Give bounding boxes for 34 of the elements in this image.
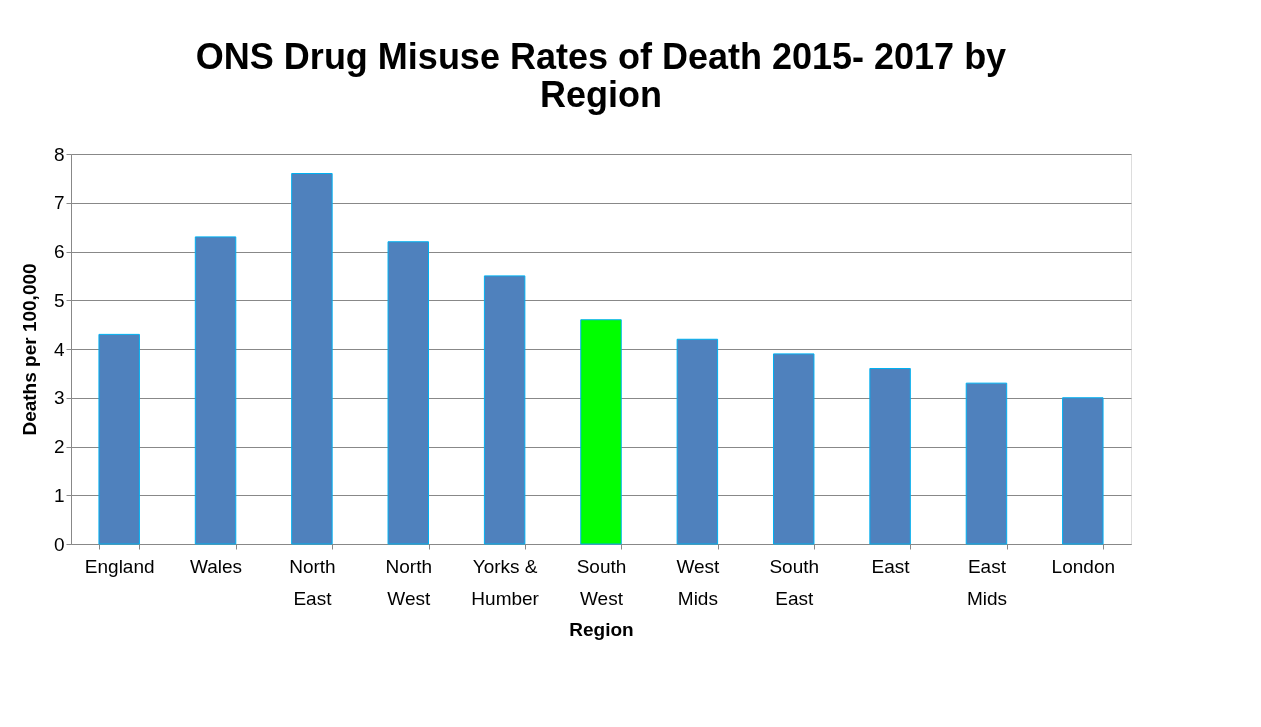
bar — [869, 368, 911, 545]
bar — [194, 236, 237, 545]
y-tick-label: 6 — [53, 241, 65, 262]
x-tick-label: South West — [576, 555, 627, 609]
x-axis-title: Region — [569, 618, 634, 640]
x-tick-label: Wales — [190, 555, 243, 577]
bar — [676, 338, 719, 545]
y-tick-label: 5 — [53, 289, 65, 311]
x-tick-label: East Mids — [966, 555, 1008, 609]
y-tick-label: 8 — [53, 143, 65, 165]
bar — [483, 275, 526, 545]
y-tick-label: 2 — [53, 436, 65, 457]
bar — [772, 353, 815, 545]
x-tick-label: England — [84, 555, 155, 577]
x-tick-label: North East — [289, 555, 336, 609]
y-tick-label: 1 — [53, 484, 65, 506]
x-tick-label: North West — [385, 555, 433, 609]
bar — [98, 333, 140, 545]
x-tick-label: East — [871, 555, 911, 577]
y-tick-label: 0 — [53, 533, 65, 555]
bar — [580, 319, 622, 545]
bar — [387, 241, 430, 545]
bar — [291, 173, 333, 545]
x-tick-label: Yorks & Humber — [471, 555, 540, 609]
bar — [965, 382, 1008, 545]
chart-title: ONS Drug Misuse Rates of Death 2015- 2017 by Region — [195, 36, 1007, 115]
y-tick-label: 3 — [53, 387, 65, 409]
x-tick-label: London — [1051, 555, 1116, 577]
y-axis-title: Deaths per 100,000 — [18, 263, 40, 436]
bar — [1062, 397, 1104, 545]
x-tick-label: South East — [769, 555, 820, 609]
x-tick-label: West Mids — [676, 555, 721, 609]
y-tick-label: 4 — [53, 338, 65, 360]
y-tick-label: 7 — [53, 192, 65, 214]
